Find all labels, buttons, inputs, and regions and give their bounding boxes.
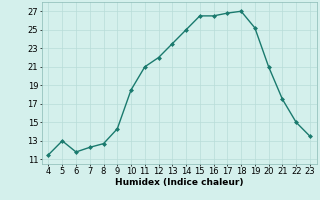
X-axis label: Humidex (Indice chaleur): Humidex (Indice chaleur) xyxy=(115,178,244,187)
